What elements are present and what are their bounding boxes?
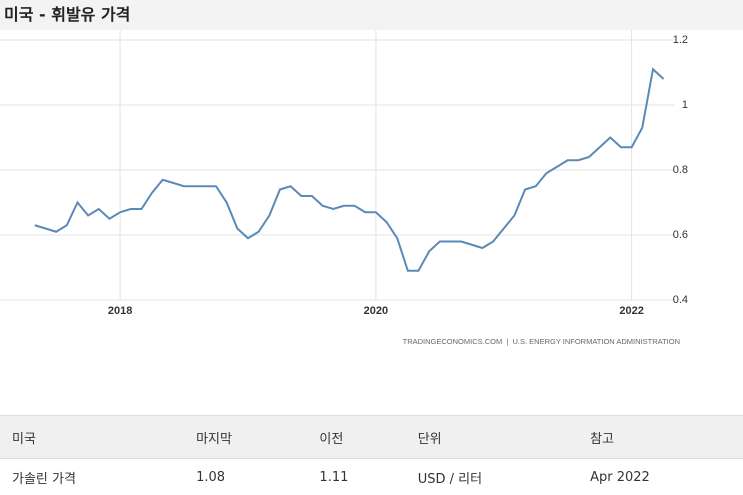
y-tick-label: 0.4 bbox=[673, 294, 688, 306]
chart: 0.4 0.6 0.8 1 1.2 2018 2020 2022 TRADINGECONOMIC… bbox=[0, 30, 743, 360]
header-cell: 미국 bbox=[0, 416, 184, 459]
y-tick-label: 0.8 bbox=[673, 164, 688, 176]
source: TRADINGECONOMICS.COM | U.S. ENERGY INFOR… bbox=[403, 337, 680, 346]
y-tick-label: 0.6 bbox=[673, 229, 688, 241]
x-tick-label: 2020 bbox=[364, 305, 388, 317]
header-cell: 이전 bbox=[307, 416, 405, 459]
y-tick-label: 1 bbox=[682, 99, 688, 111]
header-cell: 단위 bbox=[406, 416, 578, 459]
header-cell: 참고 bbox=[578, 416, 743, 459]
title: 미국 - 휘발유 가격 bbox=[0, 0, 743, 30]
x-tick-label: 2022 bbox=[619, 305, 643, 317]
header-cell: 마지막 bbox=[184, 416, 307, 459]
y-tick-label: 1.2 bbox=[673, 34, 688, 46]
x-tick-label: 2018 bbox=[108, 305, 132, 317]
